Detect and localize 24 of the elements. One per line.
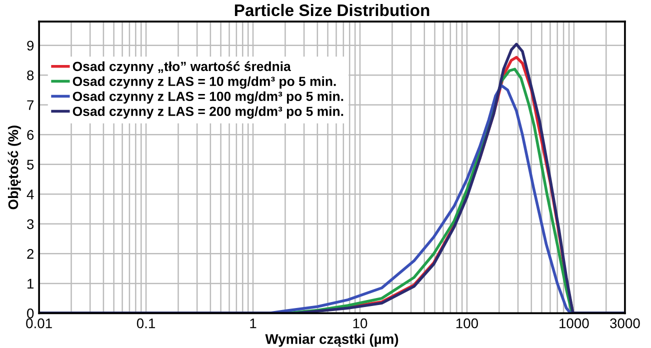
x-tick-label: 100 (456, 318, 478, 328)
legend-label: Osad czynny z LAS = 100 mg/dm³ po 5 min. (72, 91, 344, 104)
y-tick-label: 6 (27, 130, 34, 140)
x-tick-label: 10 (353, 318, 368, 328)
x-tick-label: 1000 (560, 318, 589, 328)
chart-title: Particle Size Distribution (234, 4, 430, 16)
legend-label: Osad czynny „tło” wartość średnia (72, 61, 291, 74)
x-axis-title: Wymiar cząstki (µm) (265, 334, 398, 347)
y-tick-label: 3 (27, 219, 34, 230)
legend-label: Osad czynny z LAS = 10 mg/dm³ po 5 min. (72, 76, 336, 89)
y-tick-label: 1 (28, 278, 34, 288)
y-tick-label: 5 (27, 160, 34, 170)
legend-label: Osad czynny z LAS = 200 mg/dm³ po 5 min. (72, 106, 344, 119)
y-tick-label: 0 (27, 308, 34, 318)
x-tick-label: 1 (250, 318, 256, 328)
y-tick-label: 8 (27, 70, 34, 80)
y-axis-title: Objętość (%) (8, 126, 21, 210)
y-tick-label: 7 (27, 100, 34, 110)
x-tick-label: 0.01 (26, 318, 52, 328)
y-tick-label: 9 (27, 40, 34, 51)
y-tick-label: 4 (26, 190, 34, 200)
y-tick-label: 2 (27, 249, 34, 259)
x-tick-label: 3000 (610, 318, 640, 328)
x-tick-label: 0.1 (136, 318, 156, 328)
